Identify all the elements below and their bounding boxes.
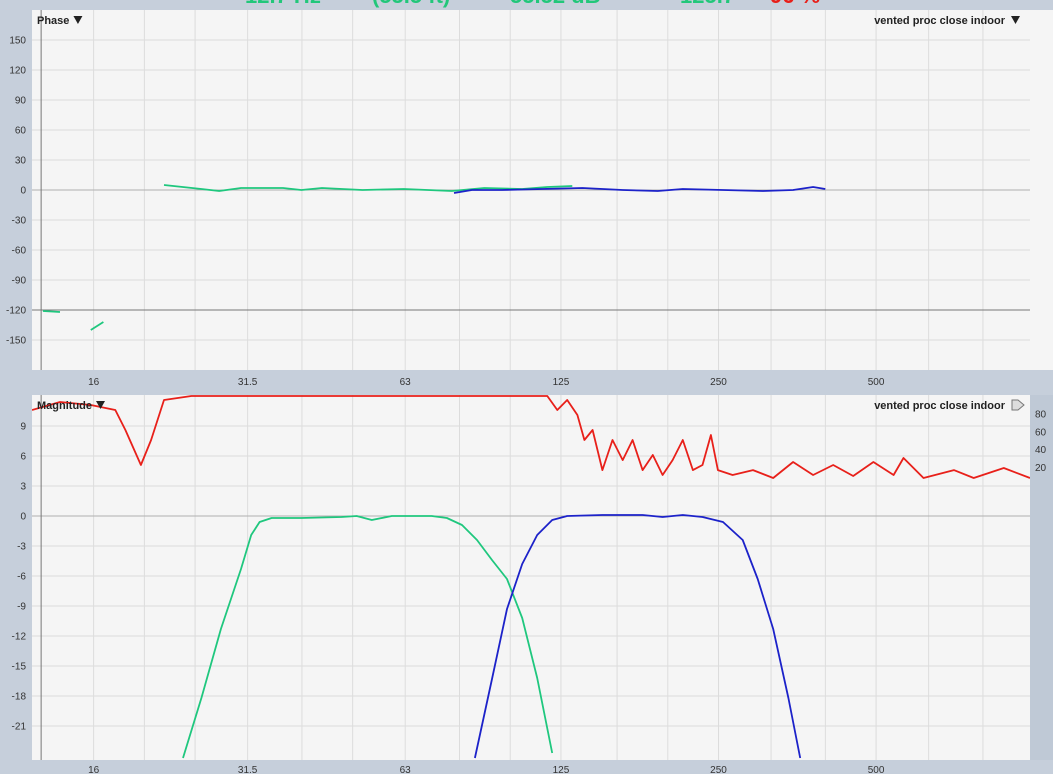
x-tick-label: 31.5: [238, 765, 258, 774]
y-tick-label: -21: [12, 722, 27, 733]
x-tick-label: 16: [88, 377, 100, 388]
readout: 12.7 Hz: [245, 0, 321, 8]
magnitude-panel: [32, 395, 1030, 760]
y2-tick-label: 80: [1035, 410, 1047, 421]
readout: 55.52 dB: [510, 0, 601, 8]
panel-title: Phase: [37, 15, 69, 27]
y2-strip: [1030, 395, 1053, 760]
x-tick-label: 63: [400, 765, 412, 774]
y-tick-label: 60: [15, 126, 27, 137]
overlay-dropdown[interactable]: [1011, 16, 1020, 24]
y-tick-label: 150: [9, 36, 26, 47]
x-tick-label: 125: [553, 377, 570, 388]
readout: 96 %: [770, 0, 820, 8]
x-tick-label: 500: [868, 765, 885, 774]
y-tick-label: -60: [12, 246, 27, 257]
y-tick-label: 6: [20, 452, 26, 463]
y-tick-label: 90: [15, 96, 27, 107]
overlay-label: vented proc close indoor: [874, 15, 1006, 27]
x-tick-label: 125: [553, 765, 570, 774]
y-tick-label: -15: [12, 662, 27, 673]
y-tick-label: 0: [20, 512, 26, 523]
series-line: [32, 395, 1030, 479]
y-tick-label: -150: [6, 336, 26, 347]
readout: 125.7: [680, 0, 735, 8]
y-tick-label: -90: [12, 276, 27, 287]
x-tick-label: 31.5: [238, 377, 258, 388]
y-tick-label: 30: [15, 156, 27, 167]
y2-tick-label: 20: [1035, 463, 1047, 474]
y2-tick-label: 40: [1035, 445, 1047, 456]
panel-dropdown[interactable]: [96, 401, 105, 409]
y-tick-label: 9: [20, 422, 26, 433]
y-tick-label: -6: [17, 572, 26, 583]
y-tick-label: -30: [12, 216, 27, 227]
y2-tick-label: 60: [1035, 427, 1047, 438]
x-tick-label: 16: [88, 765, 100, 774]
y-tick-label: -120: [6, 306, 26, 317]
y-tick-label: -9: [17, 602, 26, 613]
panel-dropdown[interactable]: [73, 16, 83, 24]
y-tick-label: 0: [20, 186, 26, 197]
readout: (55.5 ft): [372, 0, 450, 8]
x-tick-label: 250: [710, 765, 727, 774]
overlay-toggle[interactable]: [1011, 399, 1025, 411]
y-tick-label: -12: [12, 632, 27, 643]
series-line: [474, 514, 802, 759]
y-tick-label: 3: [20, 482, 26, 493]
overlay-label: vented proc close indoor: [874, 400, 1006, 412]
y-tick-label: -3: [17, 542, 26, 553]
y-tick-label: 120: [9, 66, 26, 77]
x-tick-label: 63: [400, 377, 412, 388]
x-tick-label: 500: [868, 377, 885, 388]
y-tick-label: -18: [12, 692, 27, 703]
x-tick-label: 250: [710, 377, 727, 388]
series-line: [182, 515, 554, 759]
panel-title: Magnitude: [37, 400, 92, 412]
series-line: [453, 186, 826, 194]
